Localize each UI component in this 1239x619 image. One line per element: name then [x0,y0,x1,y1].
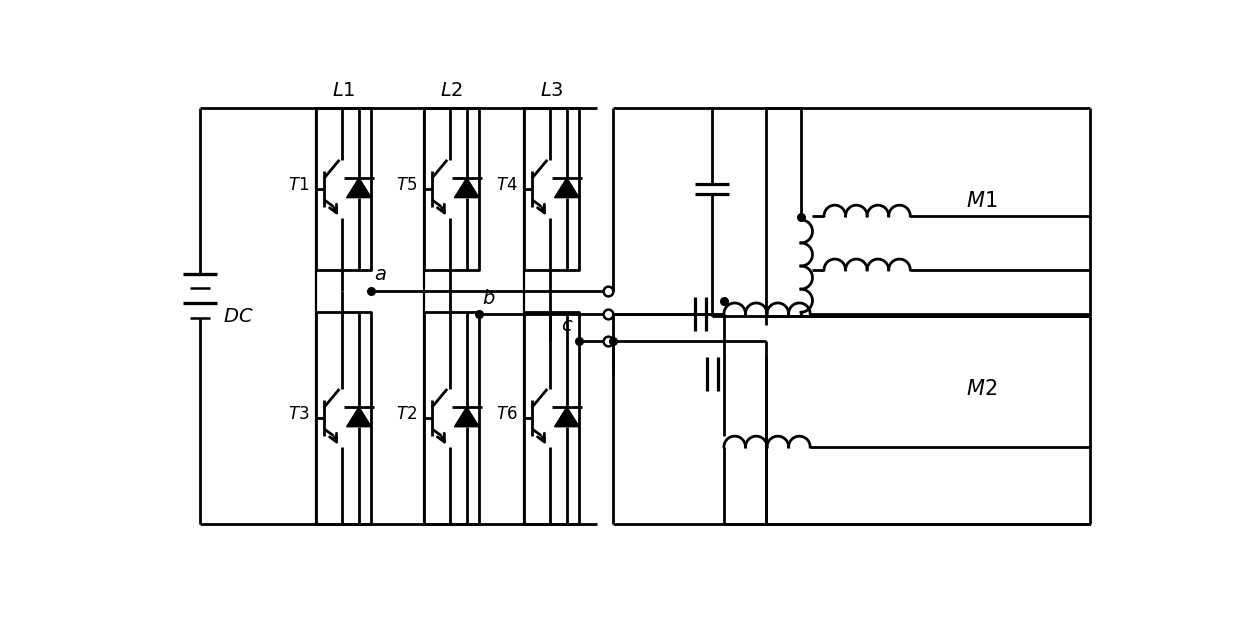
Text: $M1$: $M1$ [966,191,997,210]
Text: $M2$: $M2$ [966,379,997,399]
Text: $L2$: $L2$ [440,82,463,100]
Text: $T3$: $T3$ [289,405,310,423]
Text: $T1$: $T1$ [289,176,310,194]
Text: $DC$: $DC$ [223,306,254,326]
Polygon shape [455,407,479,426]
Polygon shape [555,178,579,197]
Polygon shape [347,178,372,197]
Text: $T4$: $T4$ [496,176,518,194]
Text: $T6$: $T6$ [496,405,518,423]
Text: $a$: $a$ [374,266,387,285]
Text: $L3$: $L3$ [540,82,564,100]
Polygon shape [555,407,579,426]
Text: $T2$: $T2$ [396,405,418,423]
Text: $b$: $b$ [482,288,496,308]
Polygon shape [455,178,479,197]
Text: $c$: $c$ [560,316,572,334]
Text: $T5$: $T5$ [396,176,418,194]
Polygon shape [347,407,372,426]
Text: $L1$: $L1$ [332,82,356,100]
